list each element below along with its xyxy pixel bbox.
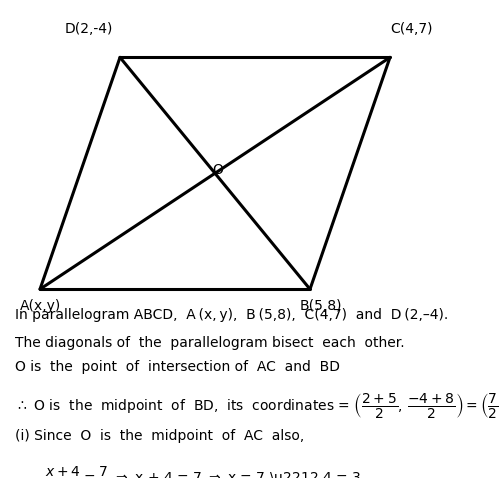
Text: C(4,7): C(4,7) (390, 22, 432, 36)
Text: O is  the  point  of  intersection of  AC  and  BD: O is the point of intersection of AC and… (15, 359, 340, 374)
Text: B(5,8): B(5,8) (300, 299, 343, 313)
Text: (i) Since  O  is  the  midpoint  of  AC  also,: (i) Since O is the midpoint of AC also, (15, 429, 304, 443)
Text: In parallelogram ABCD,  A (x, y),  B (5,8),  C(4,7)  and  D (2,–4).: In parallelogram ABCD, A (x, y), B (5,8)… (15, 308, 448, 322)
Text: A(x,y): A(x,y) (20, 299, 61, 313)
Text: O: O (212, 163, 224, 177)
Text: D(2,-4): D(2,-4) (65, 22, 114, 36)
Text: The diagonals of  the  parallelogram bisect  each  other.: The diagonals of the parallelogram bisec… (15, 336, 404, 350)
Text: $\therefore$ O is  the  midpoint  of  BD,  its  coordinates = $\left(\dfrac{2+5}: $\therefore$ O is the midpoint of BD, it… (15, 391, 500, 421)
Text: $\dfrac{x+4}{2} = \dfrac{7}{2}$ $\Rightarrow$ x + 4 = 7 $\Rightarrow$ x = 7 \u22: $\dfrac{x+4}{2} = \dfrac{7}{2}$ $\Righta… (45, 465, 362, 478)
